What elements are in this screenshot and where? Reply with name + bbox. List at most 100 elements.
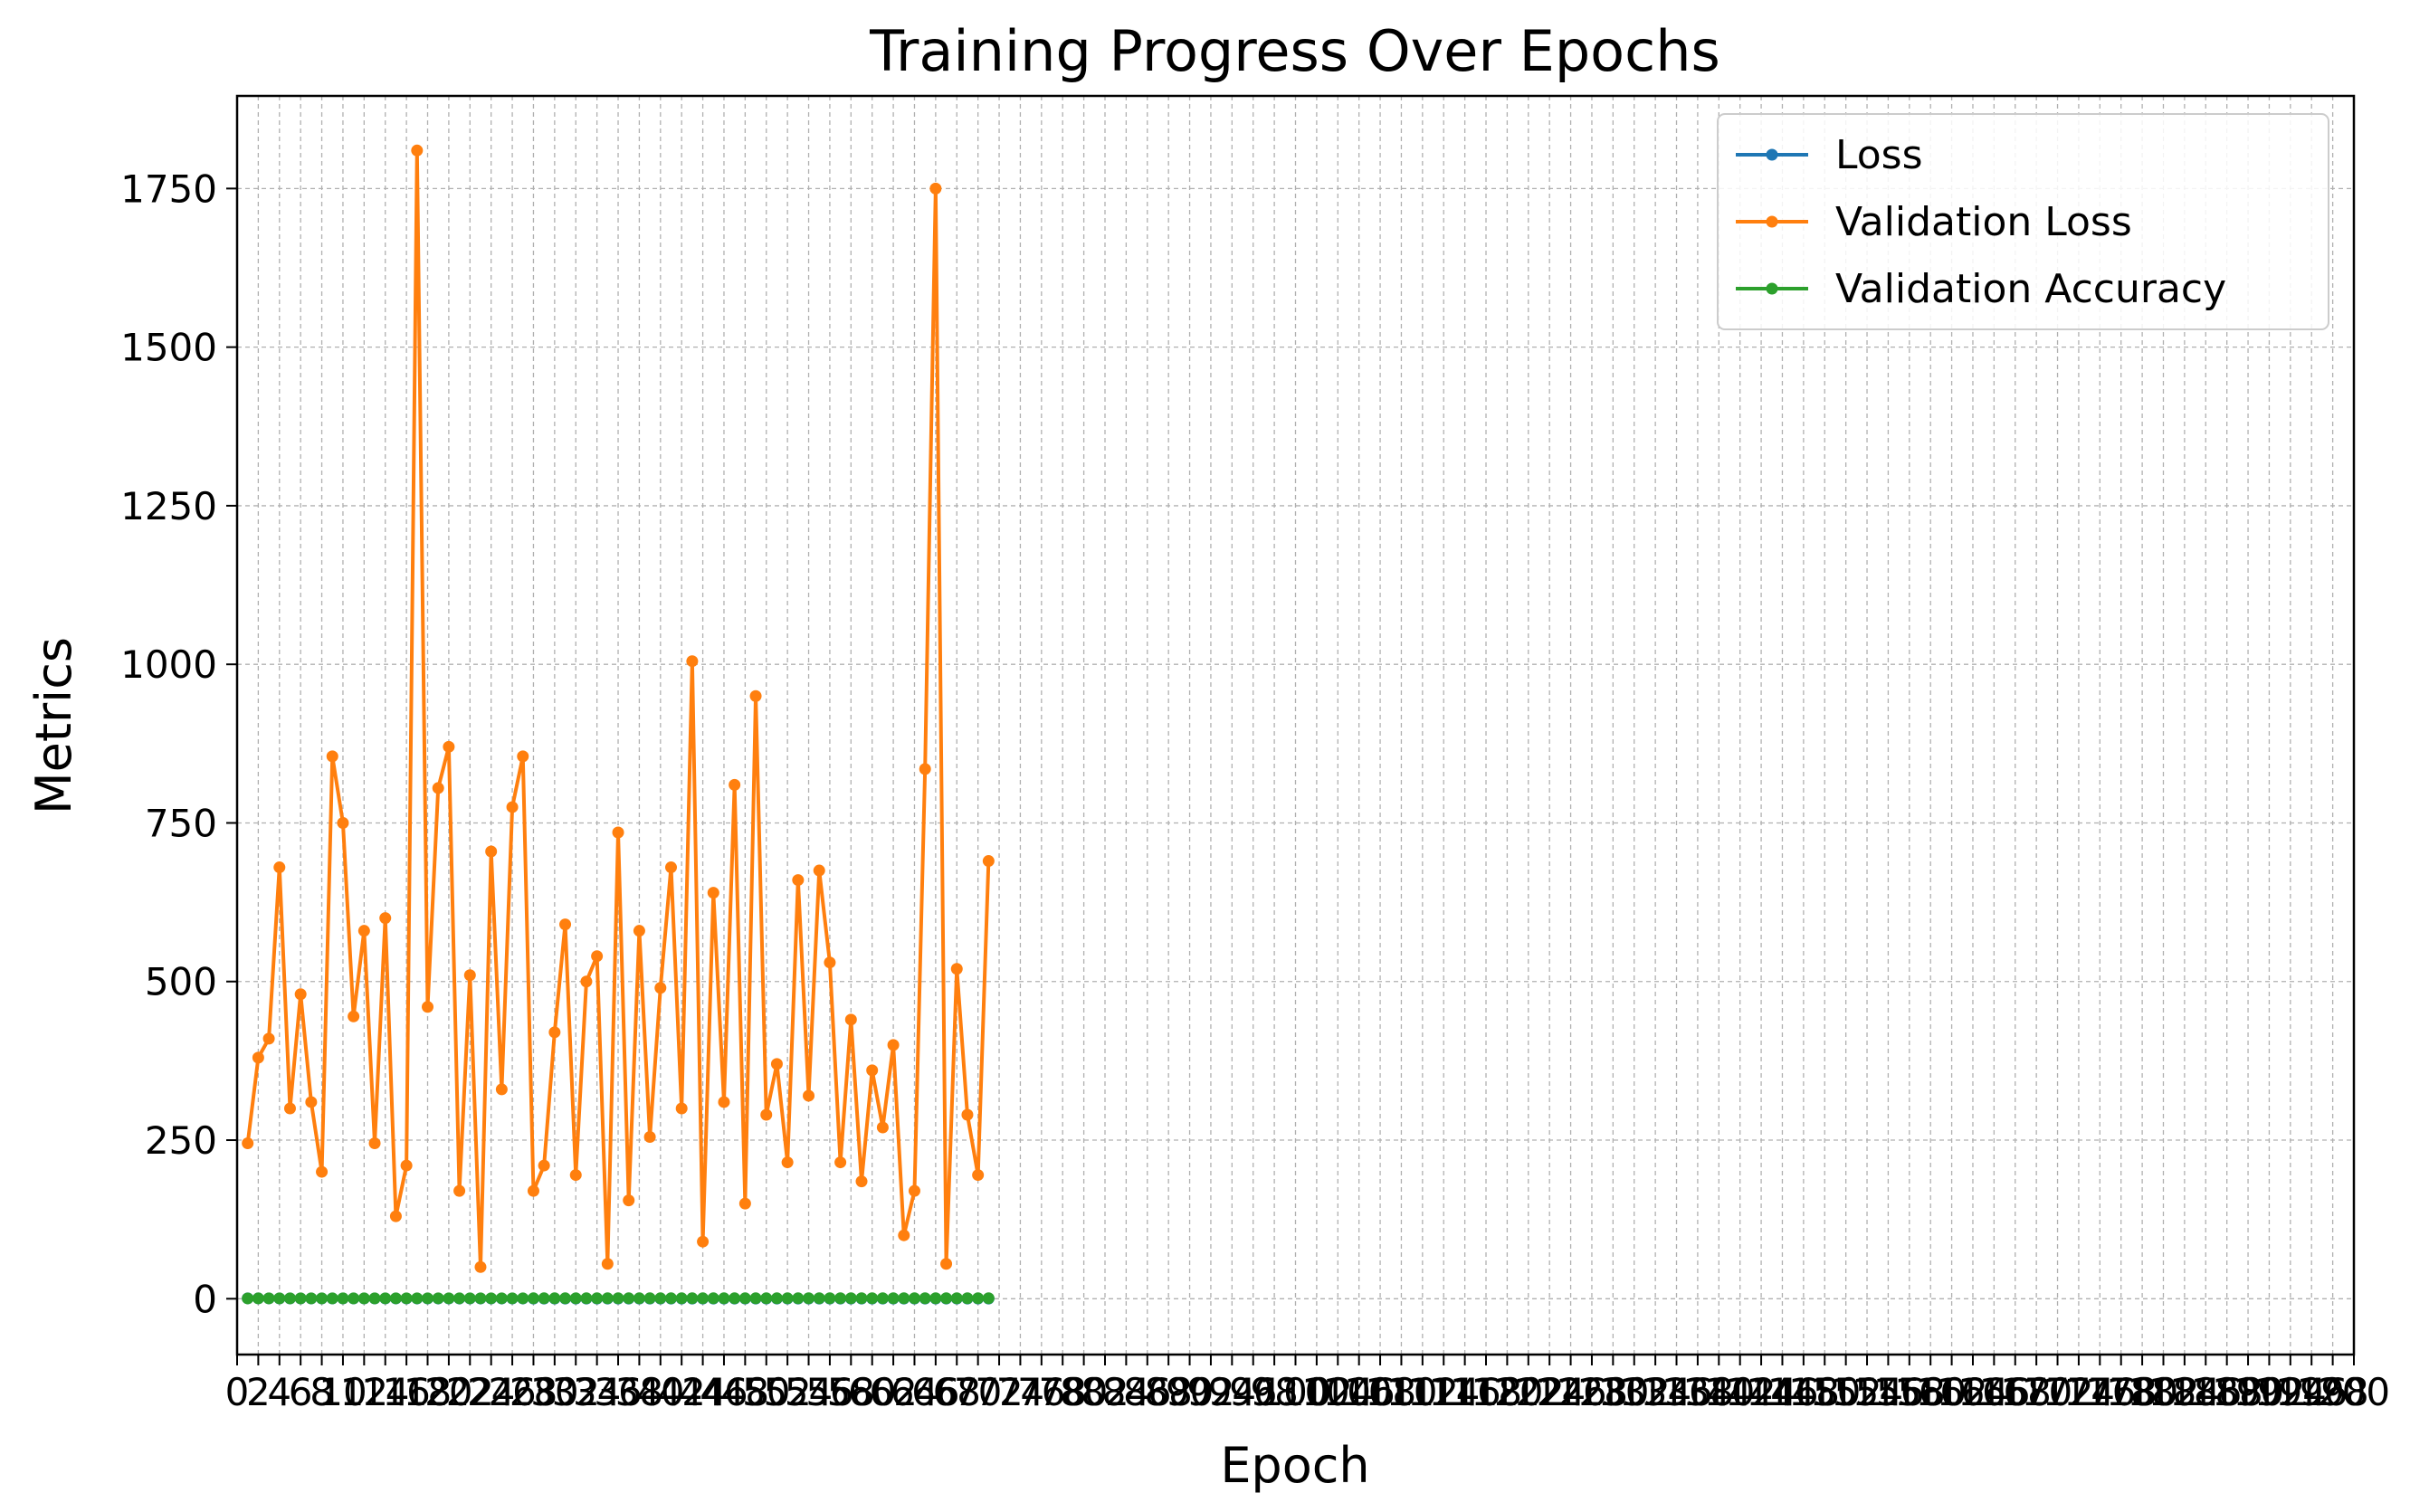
validation-accuracy-point [337,1292,349,1305]
x-tick-label: 188 [2191,1370,2263,1414]
validation-loss-point [855,1175,868,1188]
x-tick-label: 180 [2106,1370,2178,1414]
validation-accuracy-point [548,1292,561,1305]
validation-accuracy-point [697,1292,710,1305]
validation-loss-point [432,782,444,794]
x-tick-label: 2 [246,1370,271,1414]
validation-loss-point [961,1108,974,1121]
y-tick-label: 1000 [120,642,217,687]
validation-loss-point [252,1051,264,1064]
validation-loss-point [569,1169,582,1182]
x-tick-label: 74 [996,1370,1044,1414]
x-tick-label: 38 [615,1370,663,1414]
validation-loss-point [400,1159,413,1172]
x-tick-label: 12 [340,1370,388,1414]
validation-accuracy-point [623,1292,635,1305]
validation-accuracy-point [824,1292,836,1305]
x-tick-label: 120 [1471,1370,1543,1414]
validation-accuracy-point [326,1292,338,1305]
validation-accuracy-point [379,1292,392,1305]
validation-loss-point [982,855,995,868]
validation-accuracy-point [675,1292,688,1305]
validation-loss-point [749,689,762,702]
x-tick-label: 184 [2148,1370,2221,1414]
x-tick-label: 102 [1281,1370,1353,1414]
x-tick-label: 152 [1810,1370,1882,1414]
validation-loss-point [866,1064,879,1077]
x-tick-label: 64 [891,1370,938,1414]
validation-accuracy-point [368,1292,381,1305]
series-validation-accuracy [242,1292,995,1305]
validation-accuracy-point [527,1292,539,1305]
y-tick-label: 1250 [120,484,217,528]
validation-accuracy-point [855,1292,868,1305]
x-tick-label: 62 [869,1370,917,1414]
validation-accuracy-point [422,1292,434,1305]
x-tick-label: 70 [954,1370,1002,1414]
legend-label: Validation Loss [1835,199,2132,245]
validation-accuracy-point [664,1292,677,1305]
validation-loss-point [326,750,338,763]
y-tick-label: 1750 [120,166,217,211]
x-tick-label: 198 [2297,1370,2369,1414]
x-tick-label: 138 [1662,1370,1734,1414]
validation-accuracy-point [305,1292,318,1305]
validation-accuracy-point [262,1292,275,1305]
validation-accuracy-point [686,1292,699,1305]
validation-accuracy-point [803,1292,815,1305]
x-tick-label: 162 [1916,1370,1988,1414]
validation-accuracy-point [898,1292,910,1305]
validation-accuracy-point [294,1292,307,1305]
validation-loss-point [527,1184,539,1197]
validation-accuracy-point [591,1292,604,1305]
x-tick-label: 150 [1788,1370,1861,1414]
y-tick-label: 250 [145,1118,217,1163]
validation-loss-point [283,1102,296,1115]
x-tick-label: 86 [1123,1370,1171,1414]
x-tick-label: 98 [1250,1370,1298,1414]
x-tick-label: 84 [1102,1370,1150,1414]
validation-accuracy-point [389,1292,402,1305]
x-tick-label: 78 [1038,1370,1086,1414]
validation-accuracy-point [453,1292,466,1305]
x-tick-label: 144 [1725,1370,1797,1414]
x-tick-label: 100 [1259,1370,1331,1414]
validation-loss-point [919,763,931,775]
validation-loss-point [760,1108,773,1121]
legend: Loss Validation Loss Validation Accuracy [1717,113,2329,330]
validation-loss-point [411,144,424,157]
validation-accuracy-point [569,1292,582,1305]
x-tick-label: 48 [721,1370,769,1414]
x-tick-label: 6 [289,1370,313,1414]
validation-accuracy-point [654,1292,667,1305]
validation-accuracy-point [443,1292,455,1305]
validation-loss-point [876,1121,889,1134]
x-tick-label: 166 [1958,1370,2030,1414]
validation-loss-point [305,1096,318,1108]
validation-accuracy-point [643,1292,656,1305]
validation-accuracy-point [538,1292,550,1305]
x-tick-label: 72 [975,1370,1023,1414]
validation-loss-point [898,1229,910,1241]
legend-label: Loss [1835,132,1923,178]
validation-accuracy-point [844,1292,857,1305]
validation-loss-point [929,182,942,195]
x-tick-label: 88 [1144,1370,1192,1414]
x-tick-label: 42 [657,1370,705,1414]
validation-accuracy-point [485,1292,498,1305]
legend-label: Validation Accuracy [1835,266,2226,312]
x-tick-label: 76 [1017,1370,1065,1414]
validation-accuracy-point [506,1292,519,1305]
validation-accuracy-point [242,1292,254,1305]
validation-loss-point [972,1169,985,1182]
x-tick-label: 108 [1344,1370,1416,1414]
validation-loss-point [770,1058,783,1070]
validation-accuracy-point [463,1292,476,1305]
grid-layer [236,96,2355,1355]
x-tick-label: 58 [827,1370,875,1414]
validation-accuracy-point [495,1292,508,1305]
validation-accuracy-point [982,1292,995,1305]
x-tick-label: 18 [404,1370,452,1414]
x-tick-label: 30 [530,1370,578,1414]
